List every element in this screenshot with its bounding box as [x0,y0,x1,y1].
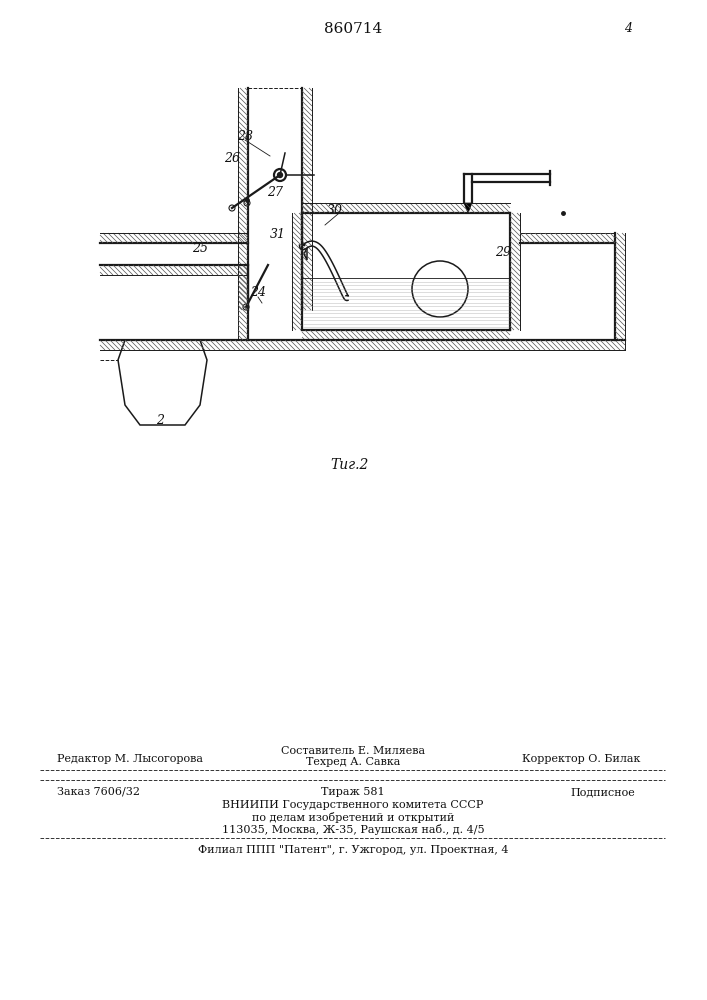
Text: 27: 27 [267,186,283,198]
Text: 29: 29 [495,246,511,259]
Text: Тираж 581: Тираж 581 [321,787,385,797]
Text: Техред А. Савка: Техред А. Савка [306,757,400,767]
Text: 24: 24 [250,286,266,300]
Polygon shape [464,203,472,213]
Text: Филиал ППП "Патент", г. Ужгород, ул. Проектная, 4: Филиал ППП "Патент", г. Ужгород, ул. Про… [198,845,508,855]
Text: Τиг.2: Τиг.2 [331,458,369,472]
Text: 4: 4 [624,22,632,35]
Text: 31: 31 [270,229,286,241]
Text: 26: 26 [224,152,240,165]
Text: 25: 25 [192,242,208,255]
Text: 113035, Москва, Ж-35, Раушская наб., д. 4/5: 113035, Москва, Ж-35, Раушская наб., д. … [222,824,484,835]
Text: 860714: 860714 [324,22,382,36]
Text: Составитель Е. Миляева: Составитель Е. Миляева [281,746,425,756]
Text: ВНИИПИ Государственного комитета СССР: ВНИИПИ Государственного комитета СССР [222,800,484,810]
Text: Корректор О. Билак: Корректор О. Билак [522,754,640,764]
Polygon shape [304,248,307,260]
Text: 2: 2 [156,414,164,426]
Text: Подписное: Подписное [570,787,635,797]
Text: Редактор М. Лысогорова: Редактор М. Лысогорова [57,754,203,764]
Text: Заказ 7606/32: Заказ 7606/32 [57,787,140,797]
Circle shape [278,172,283,178]
Text: 30: 30 [327,204,343,217]
Text: 28: 28 [237,129,253,142]
Text: по делам изобретений и открытий: по делам изобретений и открытий [252,812,454,823]
